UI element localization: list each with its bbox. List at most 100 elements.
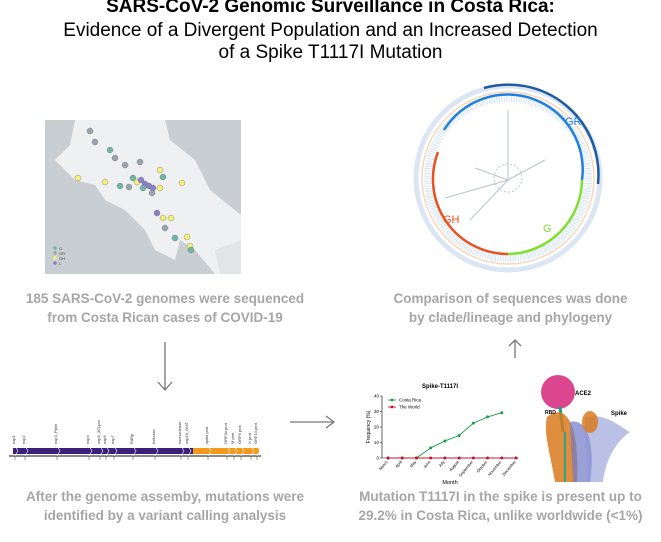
legend-swatch	[53, 256, 57, 260]
data-point	[429, 446, 433, 450]
sample-dot	[156, 184, 164, 192]
clade-arc-gh	[431, 151, 509, 256]
chart-title: Spike-T1117I	[422, 384, 458, 390]
data-point	[457, 434, 461, 438]
gene-label: ORF3a prot	[223, 422, 228, 444]
clade-label-gr: GR	[565, 116, 582, 128]
sample-dot	[178, 179, 186, 187]
data-point	[486, 456, 490, 460]
series-line	[388, 412, 502, 459]
y-tick-label: 30	[374, 409, 380, 414]
sample-dot	[116, 182, 124, 190]
gene-label: nsp4	[85, 435, 90, 444]
sample-dot	[91, 138, 99, 146]
structure-caption-2: 29.2% in Costa Rica, unlike worldwide (<…	[358, 508, 643, 523]
x-tick-label: July	[437, 459, 445, 468]
gene-arrow-icon	[250, 445, 255, 457]
legend-label: G	[59, 246, 62, 251]
structure-caption-1: Mutation T1117I in the spike is present …	[359, 489, 642, 504]
legend-label: The World	[399, 405, 420, 410]
data-point	[486, 415, 490, 419]
gene-label: nsp5_3CLpro	[96, 420, 101, 444]
y-tick-label: 10	[374, 440, 380, 445]
gene-label: nsp6	[102, 435, 107, 444]
y-tick-label: 20	[374, 425, 380, 430]
spike-frequency-chart: Spike-T1117I 0 10 20 30 40 March April May June Ju…	[366, 384, 518, 486]
x-tick-label: December	[501, 459, 517, 477]
y-tick-label: 0	[376, 456, 379, 461]
gene-arrow-icon	[233, 445, 238, 457]
gene-arrow-icon	[226, 445, 231, 457]
sample-dot	[139, 184, 147, 192]
sample-dot	[121, 161, 129, 169]
sample-dot	[161, 224, 169, 232]
legend-label: L	[59, 261, 62, 266]
gene-label: M prot	[230, 432, 235, 444]
arrow-down-icon	[157, 342, 173, 391]
legend-label: GR	[59, 251, 65, 256]
gene-arrow-icon	[88, 445, 93, 457]
gene-label: ORF6 prot	[237, 424, 242, 444]
x-axis-label: Month	[442, 480, 457, 486]
genome-map: nsp1 nsp2 nsp3_Plpro nsp4 nsp5_3CLpro nsp6 nsp…	[9, 420, 261, 460]
x-tick-label: April	[394, 459, 403, 468]
data-point	[443, 456, 447, 460]
sample-dot	[187, 246, 195, 254]
tree-caption-1: Comparison of sequences was done	[393, 291, 628, 306]
arrow-up-icon	[508, 339, 522, 358]
data-point	[500, 411, 504, 415]
data-point	[500, 456, 504, 460]
y-axis-label: Frequency (%)	[366, 410, 372, 443]
sample-dot	[167, 214, 175, 222]
structural-genes-bar	[193, 448, 259, 454]
gene-arrow-icon	[132, 445, 137, 457]
x-tick-label: October	[475, 459, 488, 474]
map-caption-1: 185 SARS-CoV-2 genomes were sequenced	[25, 291, 305, 306]
legend-label: Costa Rica	[399, 398, 422, 403]
data-point	[471, 421, 475, 425]
sample-dot	[159, 173, 167, 181]
label-ace2: ACE2	[575, 391, 592, 397]
legend-swatch	[53, 251, 57, 255]
title-line-3: of a Spike T1117I Mutation	[218, 42, 443, 63]
sample-dot	[159, 214, 167, 222]
data-point	[414, 456, 418, 460]
gene-label: N prot	[247, 432, 252, 444]
sample-dot	[129, 174, 137, 182]
sample-dot	[125, 183, 133, 191]
gene-arrow-icon	[113, 445, 118, 457]
tree-caption-2: by clade/lineage and phylogeny	[408, 310, 613, 325]
spike-ace2-structure: ACE2 RBD Spike	[541, 375, 630, 482]
x-tick-label: August	[448, 459, 460, 472]
title-line-2: Evidence of a Divergent Population and a…	[63, 20, 598, 41]
data-point	[514, 456, 518, 460]
gene-label: nsp7	[110, 435, 115, 444]
gene-arrow-icon	[207, 445, 212, 457]
gene-arrow-icon	[187, 445, 192, 457]
x-tick-label: May	[409, 459, 418, 468]
x-tick-label: September	[458, 459, 475, 478]
gene-arrow-icon	[256, 445, 261, 457]
sample-dot	[136, 158, 144, 166]
data-point	[386, 456, 390, 460]
outer-arc	[483, 83, 600, 185]
legend-label: GH	[59, 256, 65, 261]
gene-label: RdRp	[129, 433, 134, 444]
sample-dot	[137, 176, 145, 184]
sample-dot	[171, 234, 179, 242]
title-line-1: SARS-CoV-2 Genomic Surveillance in Costa…	[106, 0, 555, 17]
gene-label: nsp3_Plpro	[53, 423, 58, 444]
sample-dot	[101, 178, 109, 186]
gene-label: spike prot	[204, 426, 209, 444]
gene-arrow-icon	[99, 445, 104, 457]
y-tick-label: 40	[374, 394, 380, 399]
gene-label: nsp1	[11, 435, 16, 444]
phylogenetic-tree: GR G GH	[413, 83, 603, 273]
gene-label: nsp16_OMT	[184, 421, 189, 444]
data-point	[471, 456, 475, 460]
gene-label: exonuclease	[177, 421, 182, 444]
gene-arrow-icon	[14, 445, 19, 457]
gene-label: helicase	[151, 429, 156, 444]
gene-arrow-icon	[105, 445, 110, 457]
